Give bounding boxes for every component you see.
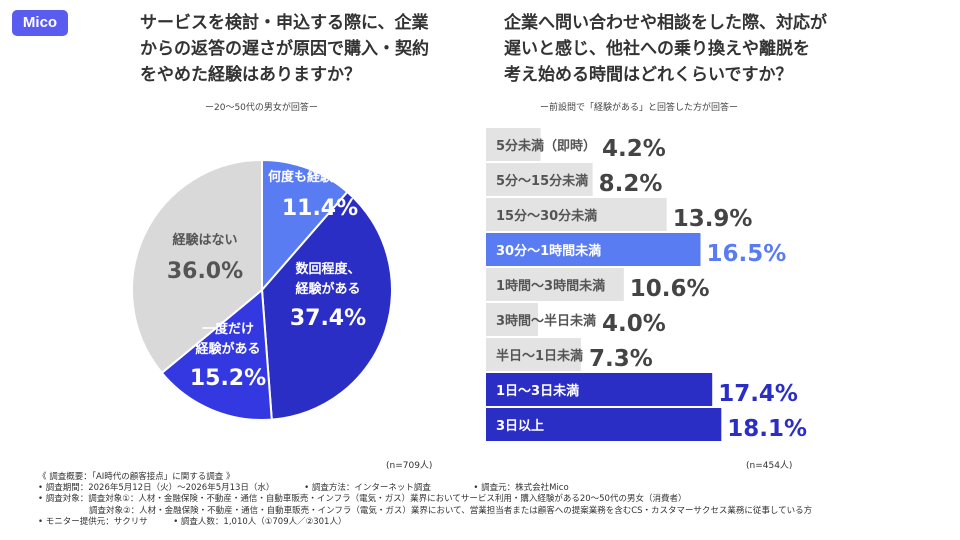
bar — [486, 268, 624, 301]
bar-value-label: 18.1% — [727, 416, 807, 442]
bar — [486, 338, 581, 371]
left-subnote: ー20〜50代の男女が回答ー — [205, 103, 318, 113]
footer-line: • 調査期間：2026年5月12日（火）〜2026年5月13日（水） • 調査方… — [38, 483, 569, 494]
pie-slice-label: 数回程度、 — [295, 261, 360, 277]
bar-category-label: 1時間〜3時間未満 — [496, 278, 605, 294]
bar-value-label: 4.0% — [602, 311, 666, 337]
bar — [486, 408, 722, 441]
pie-slice-value: 37.4% — [290, 306, 366, 331]
bar-value-label: 16.5% — [707, 241, 787, 267]
footer-line: • 調査対象：調査対象①：人材・金融保険・不動産・通信・自動車販売・インフラ（電… — [38, 494, 687, 505]
pie-slice-label: 経験はない — [172, 232, 237, 248]
right-title-line: 考え始める時間はどれくらいですか？ — [504, 65, 793, 85]
footer-line: 《 調査概要：「AI時代の顧客接点」に関する調査 》 — [38, 472, 235, 482]
pie-slice — [160, 287, 273, 421]
footer-line: • モニター提供元：サクリサ • 調査人数：1,010人（①709人／②301人… — [38, 516, 347, 527]
bar-value-label: 4.2% — [602, 136, 666, 162]
mico-logo: Mico — [12, 10, 68, 36]
bar — [486, 303, 538, 336]
bar-value-label: 8.2% — [599, 171, 663, 197]
bar — [486, 198, 667, 231]
pie-slice-value: 11.4% — [282, 196, 358, 221]
bar-value-label: 13.9% — [673, 206, 753, 232]
right-title-line: 遅いと感じ、他社への乗り換えや離脱を — [504, 39, 810, 59]
charts-svg: 何度も経験がある11.4%数回程度、経験がある37.4%一度だけ経験がある15.… — [131, 128, 807, 442]
bar-category-label: 3時間〜半日未満 — [496, 313, 596, 329]
bar-category-label: 30分〜1時間未満 — [496, 243, 601, 259]
bar-value-label: 17.4% — [718, 381, 798, 407]
left-sample-size: (n=709人) — [386, 461, 433, 471]
right-subnote: ー前設問で「経験がある」と回答した方が回答ー — [540, 103, 739, 113]
pie-slice-label: 経験がある — [195, 341, 260, 357]
left-title-line: サービスを検討・申込する際に、企業 — [140, 13, 429, 33]
pie-slice — [260, 190, 393, 421]
pie-slice-label: 経験がある — [295, 281, 360, 297]
pie-slice-value: 36.0% — [167, 259, 243, 284]
bar — [486, 128, 541, 161]
pie-slice-value: 15.2% — [190, 366, 266, 391]
pie-slice — [261, 158, 349, 293]
bar — [486, 163, 593, 196]
left-title-line: からの返答の遅さが原因で購入・契約 — [140, 39, 429, 59]
bar-value-label: 10.6% — [630, 276, 710, 302]
bar — [486, 233, 701, 266]
right-sample-size: (n=454人) — [746, 461, 793, 471]
bar-category-label: 5分〜15分未満 — [496, 173, 588, 189]
bar-value-label: 7.3% — [589, 346, 653, 372]
bar — [486, 373, 713, 406]
left-title-line: をやめた経験はありますか？ — [140, 65, 361, 85]
bar-category-label: 3日以上 — [496, 419, 544, 434]
pie-slice-label: 一度だけ — [202, 321, 254, 337]
bar-category-label: 15分〜30分未満 — [496, 208, 597, 224]
bar-category-label: 5分未満（即時） — [496, 138, 596, 154]
survey-footer: 《 調査概要：「AI時代の顧客接点」に関する調査 》 • 調査期間：2026年5月… — [38, 472, 812, 528]
left-question-title: サービスを検討・申込する際に、企業 からの返答の遅さが原因で購入・契約 をやめた… — [140, 10, 460, 88]
right-question-title: 企業へ問い合わせや相談をした際、対応が 遅いと感じ、他社への乗り換えや離脱を 考… — [504, 10, 854, 88]
bar-category-label: 半日〜1日未満 — [496, 348, 583, 364]
pie-slice-label: 何度も経験がある — [268, 169, 372, 185]
right-title-line: 企業へ問い合わせや相談をした際、対応が — [504, 13, 827, 33]
pie-slice — [131, 158, 263, 375]
bar-category-label: 1日〜3日未満 — [496, 383, 579, 399]
footer-line: 調査対象②：人材・金融保険・不動産・通信・自動車販売・インフラ（電気・ガス）業界… — [38, 505, 813, 516]
